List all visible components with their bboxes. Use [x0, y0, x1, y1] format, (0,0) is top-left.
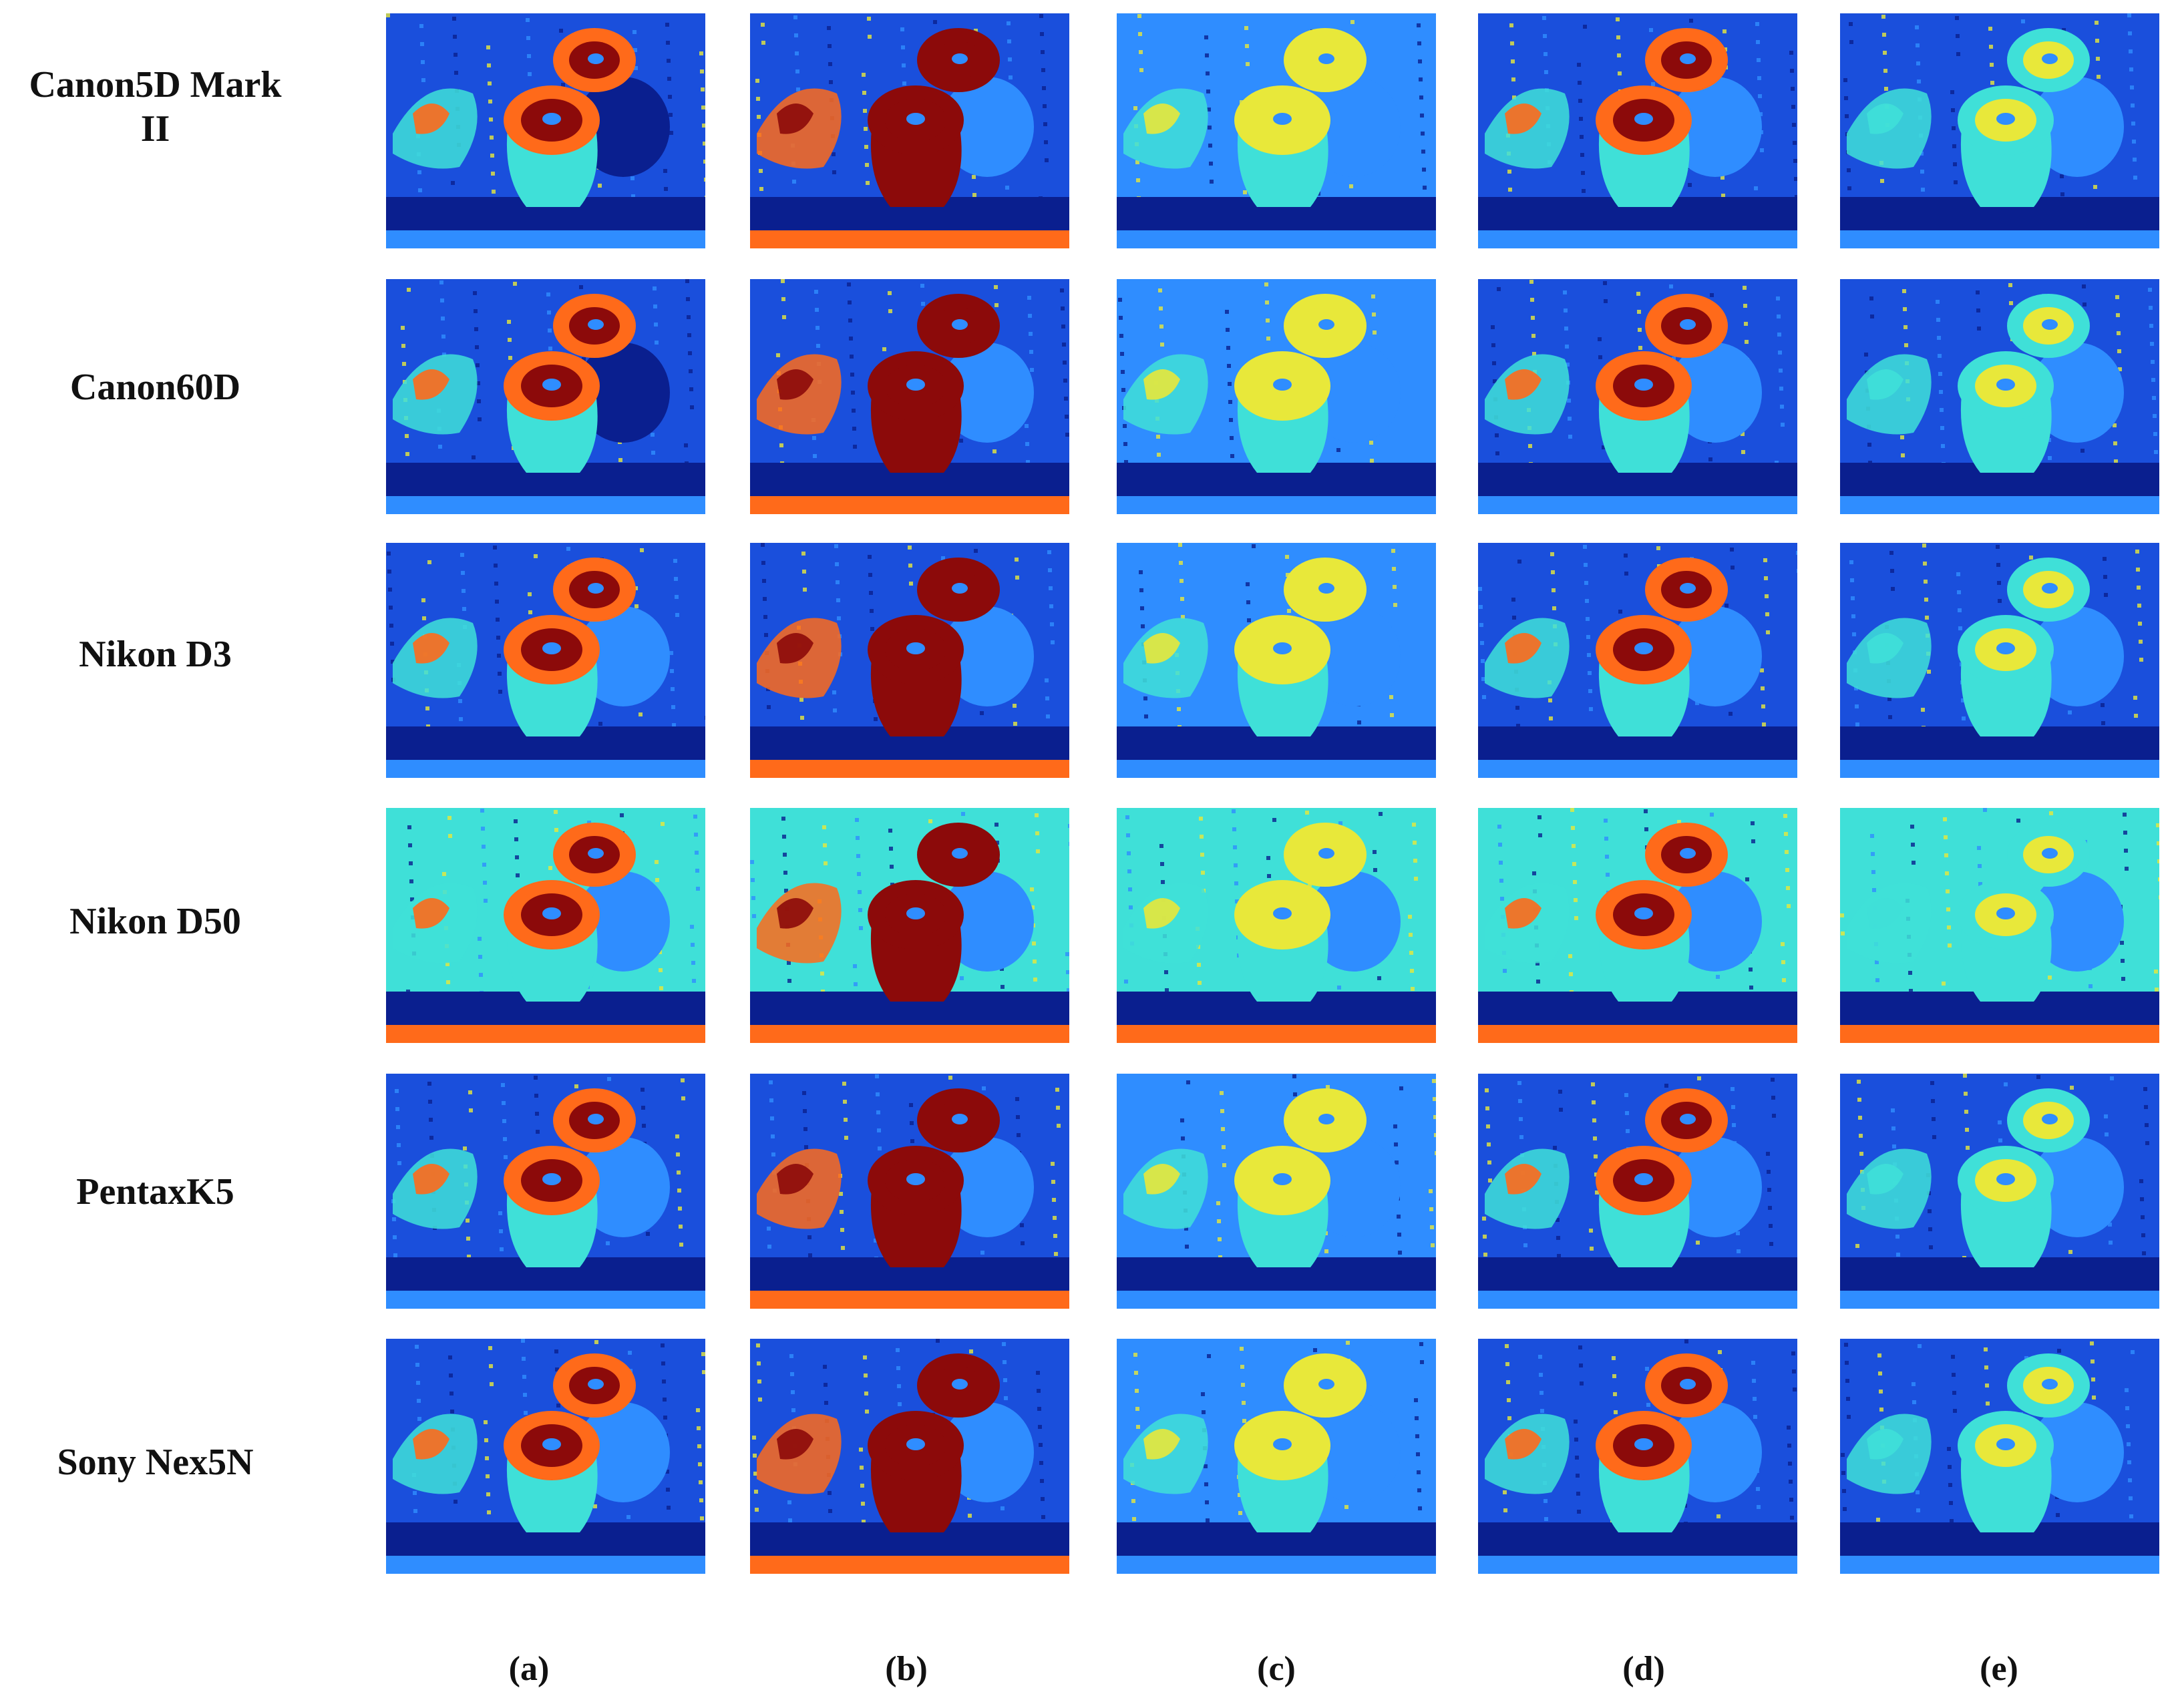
heatmap-tile: [386, 1074, 705, 1309]
heatmap-tile: [1117, 543, 1436, 778]
heatmap-tile: [1117, 1074, 1436, 1309]
row-label-canon60d: Canon60D: [69, 367, 241, 408]
heatmap-tile: [1840, 543, 2159, 778]
heatmap-tile: [1840, 279, 2159, 514]
row-label-sony-nex5n: Sony Nex5N: [57, 1442, 254, 1483]
heatmap-tile: [750, 808, 1069, 1043]
column-label-d: (d): [1622, 1650, 1665, 1688]
heatmap-tile: [750, 1339, 1069, 1574]
heatmap-tile: [750, 13, 1069, 248]
row-label-canon5d-mark-ii: Canon5D Mark II: [29, 64, 282, 150]
heatmap-tile: [750, 279, 1069, 514]
row-label-pentaxk5: PentaxK5: [76, 1171, 234, 1213]
heatmap-tile: [1478, 543, 1797, 778]
column-label-a: (a): [508, 1650, 550, 1688]
column-label-e: (e): [1980, 1650, 2018, 1688]
heatmap-tile: [1478, 1074, 1797, 1309]
heatmap-tile: [1478, 808, 1797, 1043]
heatmap-tile: [386, 279, 705, 514]
heatmap-tile: [386, 808, 705, 1043]
heatmap-tile: [750, 1074, 1069, 1309]
heatmap-tile: [386, 543, 705, 778]
heatmap-tile: [1840, 808, 2159, 1043]
heatmap-tile: [1117, 1339, 1436, 1574]
heatmap-tile: [1840, 1074, 2159, 1309]
heatmap-tile: [1840, 13, 2159, 248]
heatmap-tile: [1478, 279, 1797, 514]
heatmap-tile: [1117, 808, 1436, 1043]
heatmap-tile: [386, 13, 705, 248]
heatmap-tile: [1840, 1339, 2159, 1574]
heatmap-tile: [1117, 13, 1436, 248]
heatmap-tile: [750, 543, 1069, 778]
column-label-b: (b): [885, 1650, 928, 1688]
heatmap-tile: [1478, 13, 1797, 248]
row-label-nikon-d50: Nikon D50: [69, 901, 241, 942]
row-label-nikon-d3: Nikon D3: [79, 634, 232, 675]
column-label-c: (c): [1257, 1650, 1296, 1688]
heatmap-tile: [1478, 1339, 1797, 1574]
heatmap-tile: [386, 1339, 705, 1574]
heatmap-tile: [1117, 279, 1436, 514]
